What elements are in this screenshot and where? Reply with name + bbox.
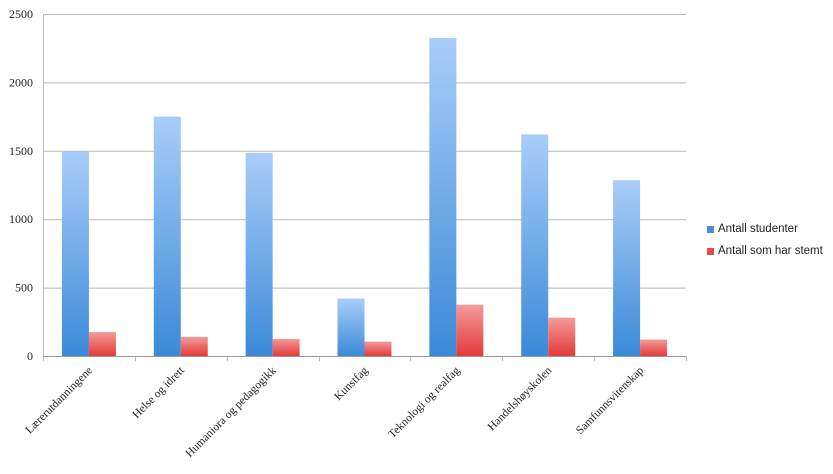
y-tick-label: 1000 [9,212,33,226]
bar-antall-studenter [61,151,89,356]
bar-antall-studenter [429,37,457,356]
bar-antall-stemt [88,332,116,356]
x-tick-label: Teknologi og realfag [386,364,462,440]
y-tick-label: 500 [15,281,33,295]
x-tick-label: Humaniora og pedagogikk [184,364,279,459]
y-tick-label: 2500 [9,7,33,21]
x-tick-label: Kunstfag [332,364,370,402]
bars [61,37,668,356]
bar-antall-studenter [521,134,549,356]
x-axis: Lærerutdanningene Helse og idrettHumanior… [23,356,687,460]
bar-antall-studenter [245,152,273,356]
legend-swatch-red [707,247,714,255]
bar-antall-stemt [456,304,484,356]
x-tick-label: Handelshøyskolen [486,364,555,433]
x-tick-label: Helse og idrett [131,364,188,421]
bar-antall-studenter [337,298,365,356]
legend: Antall studenter Antall som har stemt [707,218,823,262]
y-tick-label: 1500 [9,144,33,158]
bar-antall-stemt [548,317,576,356]
x-tick-label: Lærerutdanningene [23,365,95,437]
legend-item-series-1: Antall studenter [707,218,823,240]
bar-antall-stemt [272,338,300,356]
x-tick-label: Samfunnsvitenskap [574,364,646,436]
bar-antall-stemt [640,339,668,356]
bar-antall-stemt [180,336,208,356]
bar-antall-studenter [153,116,181,356]
legend-label: Antall studenter [718,223,798,235]
legend-item-series-2: Antall som har stemt [707,240,823,262]
y-tick-label: 2000 [9,75,33,89]
bar-antall-stemt [364,341,392,356]
legend-swatch-blue [707,225,714,233]
bar-antall-studenter [613,180,641,356]
y-axis: 0 500 1000 1500 2000 2500 [9,7,33,363]
legend-label: Antall som har stemt [718,245,823,257]
y-tick-label: 0 [27,349,33,363]
